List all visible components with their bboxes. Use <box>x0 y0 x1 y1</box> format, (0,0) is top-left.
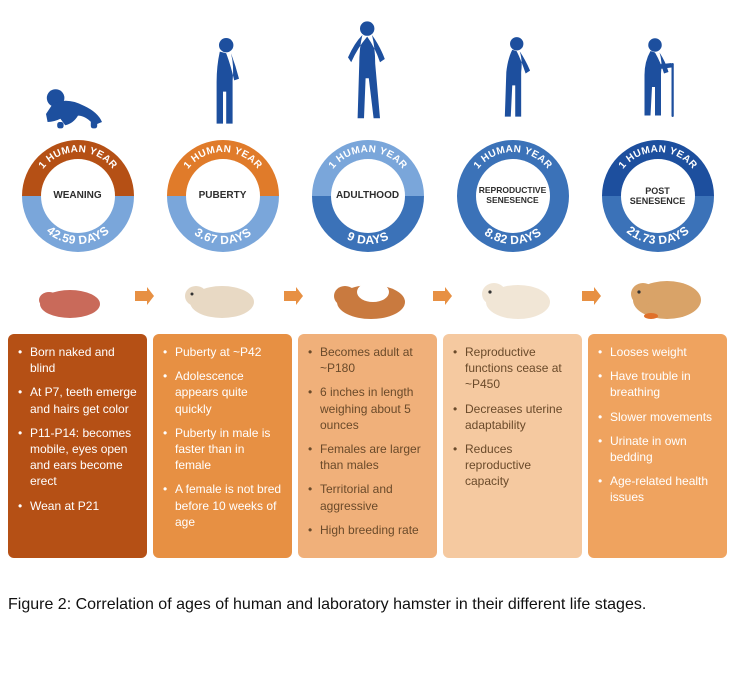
figure-caption: Figure 2: Correlation of ages of human a… <box>8 586 727 624</box>
bullet-item: 6 inches in length weighing about 5 ounc… <box>308 384 427 433</box>
bullet-item: Puberty in male is faster than in female <box>163 425 282 474</box>
hamster-row <box>8 266 727 326</box>
silhouette-row <box>8 10 727 130</box>
ring-center-label: ADULTHOOD <box>331 159 405 233</box>
ring-badge: 1 HUMAN YEAR 3.67 DAYS PUBERTY <box>161 134 285 258</box>
bullet-item: Territorial and aggressive <box>308 481 427 513</box>
silhouette-post-senescence <box>588 10 727 130</box>
ring-badge: 1 HUMAN YEAR 8.82 DAYS REPRODUCTIVE SENE… <box>451 134 575 258</box>
ring-badge: 1 HUMAN YEAR 42.59 DAYS WEANING <box>16 134 140 258</box>
stage-col-3 <box>443 10 582 130</box>
caption-text: Correlation of ages of human and laborat… <box>76 596 647 613</box>
bullet-item: P11-P14: becomes mobile, eyes open and e… <box>18 425 137 490</box>
silhouette-reproductive-senescence <box>443 10 582 130</box>
bullet-item: Urinate in own bedding <box>598 433 717 465</box>
ring-col: 1 HUMAN YEAR 21.73 DAYS POST SENESENCE <box>588 130 727 258</box>
bullet-item: Age-related health issues <box>598 473 717 505</box>
arrow-icon <box>580 285 602 307</box>
hamster-icon <box>157 266 280 326</box>
bullet-box: Looses weight Have trouble in breathing Sl… <box>588 334 727 558</box>
bullet-item: High breeding rate <box>308 522 427 538</box>
ring-center-label: WEANING <box>41 159 115 233</box>
ring-col: 1 HUMAN YEAR 8.82 DAYS REPRODUCTIVE SENE… <box>443 130 582 258</box>
ring-center-label: PUBERTY <box>186 159 260 233</box>
ring-col: 1 HUMAN YEAR 9 DAYS ADULTHOOD <box>298 130 437 258</box>
stage-col-2 <box>298 10 437 130</box>
arrow-icon <box>133 285 155 307</box>
ring-badge: 1 HUMAN YEAR 9 DAYS ADULTHOOD <box>306 134 430 258</box>
hamster-icon <box>8 266 131 326</box>
bullet-box-row: Born naked and blind At P7, teeth emerge … <box>8 334 727 558</box>
ring-center-label: REPRODUCTIVE SENESENCE <box>476 159 550 233</box>
stage-col-4 <box>588 10 727 130</box>
bullet-item: A female is not bred before 10 weeks of … <box>163 481 282 530</box>
arrow-icon <box>431 285 453 307</box>
bullet-item: Adolescence appears quite quickly <box>163 368 282 417</box>
bullet-item: At P7, teeth emerge and hairs get color <box>18 384 137 416</box>
ring-col: 1 HUMAN YEAR 42.59 DAYS WEANING <box>8 130 147 258</box>
stage-col-0 <box>8 10 147 130</box>
ring-badge: 1 HUMAN YEAR 21.73 DAYS POST SENESENCE <box>596 134 720 258</box>
bullet-item: Wean at P21 <box>18 498 137 514</box>
ring-row: 1 HUMAN YEAR 42.59 DAYS WEANING 1 HUMAN … <box>8 130 727 258</box>
bullet-box: Born naked and blind At P7, teeth emerge … <box>8 334 147 558</box>
bullet-item: Reproductive functions cease at ~P450 <box>453 344 572 393</box>
bullet-item: Have trouble in breathing <box>598 368 717 400</box>
bullet-box: Puberty at ~P42 Adolescence appears quite… <box>153 334 292 558</box>
hamster-icon <box>455 266 578 326</box>
silhouette-weaning <box>8 10 147 130</box>
caption-prefix: Figure 2: <box>8 596 76 613</box>
bullet-item: Females are larger than males <box>308 441 427 473</box>
hamster-icon <box>604 266 727 326</box>
bullet-item: Puberty at ~P42 <box>163 344 282 360</box>
bullet-item: Slower movements <box>598 409 717 425</box>
arrow-icon <box>282 285 304 307</box>
ring-col: 1 HUMAN YEAR 3.67 DAYS PUBERTY <box>153 130 292 258</box>
hamster-icon <box>306 266 429 326</box>
bullet-item: Decreases uterine adaptability <box>453 401 572 433</box>
bullet-box: Reproductive functions cease at ~P450 Dec… <box>443 334 582 558</box>
stage-col-1 <box>153 10 292 130</box>
bullet-item: Reduces reproductive capacity <box>453 441 572 490</box>
silhouette-adulthood <box>298 10 437 130</box>
silhouette-puberty <box>153 10 292 130</box>
bullet-item: Becomes adult at ~P180 <box>308 344 427 376</box>
bullet-item: Born naked and blind <box>18 344 137 376</box>
ring-center-label: POST SENESENCE <box>621 159 695 233</box>
bullet-item: Looses weight <box>598 344 717 360</box>
bullet-box: Becomes adult at ~P180 6 inches in length… <box>298 334 437 558</box>
